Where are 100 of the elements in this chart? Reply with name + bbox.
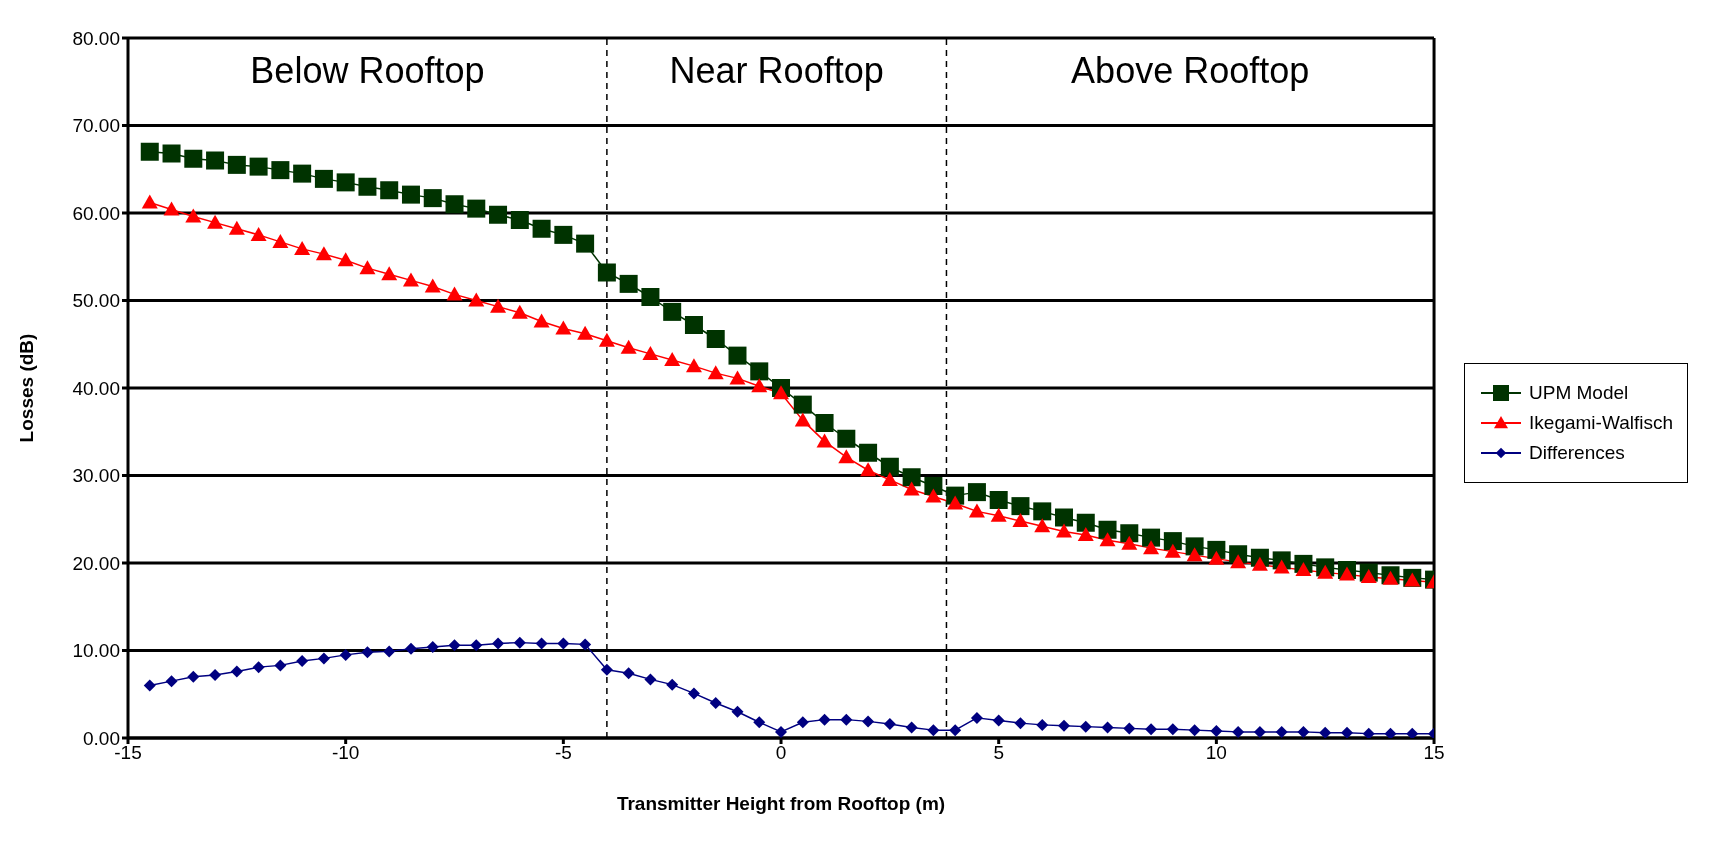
point — [314, 169, 333, 188]
point — [967, 483, 986, 502]
point — [184, 149, 203, 168]
point — [404, 642, 417, 655]
point — [227, 155, 246, 174]
point — [143, 679, 156, 692]
y-tick-label: 60.00 — [72, 202, 120, 224]
point — [815, 414, 834, 432]
point — [728, 346, 747, 365]
point — [883, 718, 896, 730]
point — [1098, 520, 1117, 539]
point — [644, 673, 657, 686]
point — [641, 288, 660, 306]
point — [1317, 564, 1334, 579]
point — [492, 637, 505, 650]
point — [209, 669, 222, 681]
point — [467, 199, 486, 218]
x-tick-label: 5 — [993, 742, 1004, 764]
point — [860, 462, 877, 477]
annotation: Below Rooftop — [249, 50, 486, 92]
point — [925, 488, 942, 503]
point — [402, 272, 419, 287]
point — [446, 286, 463, 301]
point — [1055, 508, 1073, 527]
point — [294, 240, 311, 255]
point — [1404, 572, 1421, 587]
point — [687, 687, 700, 700]
point — [448, 639, 461, 652]
x-tick-label: 0 — [775, 742, 787, 764]
point — [1014, 717, 1027, 730]
point — [1076, 513, 1095, 532]
point — [228, 220, 245, 235]
point — [773, 385, 790, 400]
point — [1253, 725, 1266, 738]
point — [750, 362, 769, 381]
point — [187, 670, 200, 683]
point — [731, 705, 744, 718]
point — [576, 234, 595, 253]
point — [707, 365, 724, 380]
x-tick-label: 10 — [1205, 742, 1227, 764]
point — [924, 477, 943, 495]
point — [990, 507, 1007, 522]
point — [252, 661, 265, 674]
point — [903, 481, 920, 496]
x-tick-label: -5 — [554, 742, 572, 764]
point — [989, 491, 1008, 509]
point — [1056, 523, 1072, 538]
point — [1123, 722, 1136, 735]
point — [315, 246, 332, 261]
point — [554, 225, 573, 244]
point — [1143, 540, 1160, 555]
point — [296, 655, 309, 667]
point — [381, 266, 398, 281]
point — [859, 443, 878, 462]
point — [818, 713, 831, 726]
point — [753, 716, 766, 729]
point — [838, 449, 855, 464]
point — [532, 219, 551, 238]
point — [1163, 532, 1182, 551]
point — [1297, 725, 1310, 738]
point — [622, 667, 635, 680]
point — [600, 663, 613, 676]
point — [1230, 554, 1247, 569]
point — [555, 320, 572, 335]
point — [401, 185, 420, 204]
point — [468, 292, 485, 307]
point — [862, 715, 875, 728]
point — [1273, 559, 1290, 574]
point — [577, 325, 594, 340]
point — [598, 332, 615, 347]
point — [1033, 502, 1052, 521]
point — [1295, 562, 1312, 576]
point — [1077, 527, 1094, 541]
point — [1121, 535, 1138, 550]
point — [1384, 727, 1397, 738]
legend-label: Ikegami-Walfisch — [1529, 412, 1673, 434]
point — [1188, 724, 1201, 737]
point — [1251, 556, 1268, 571]
point — [141, 194, 158, 209]
annotation: Above Rooftop — [1070, 50, 1311, 92]
y-tick-label: 80.00 — [72, 27, 120, 49]
point — [1120, 524, 1139, 543]
point — [1210, 725, 1223, 737]
point — [1079, 720, 1092, 733]
point — [1012, 513, 1029, 527]
point — [840, 713, 853, 726]
x-axis-title: Transmitter Height from Rooftop (m) — [616, 793, 946, 814]
point — [992, 714, 1005, 727]
point — [706, 330, 725, 348]
point — [336, 173, 355, 192]
point — [1208, 550, 1225, 565]
point — [249, 157, 268, 176]
point — [513, 636, 526, 649]
point — [1036, 718, 1049, 731]
point — [1101, 721, 1114, 734]
legend-label: Differences — [1529, 442, 1625, 464]
point — [927, 724, 940, 737]
point — [1145, 723, 1158, 736]
point — [666, 678, 679, 691]
point — [533, 313, 550, 328]
